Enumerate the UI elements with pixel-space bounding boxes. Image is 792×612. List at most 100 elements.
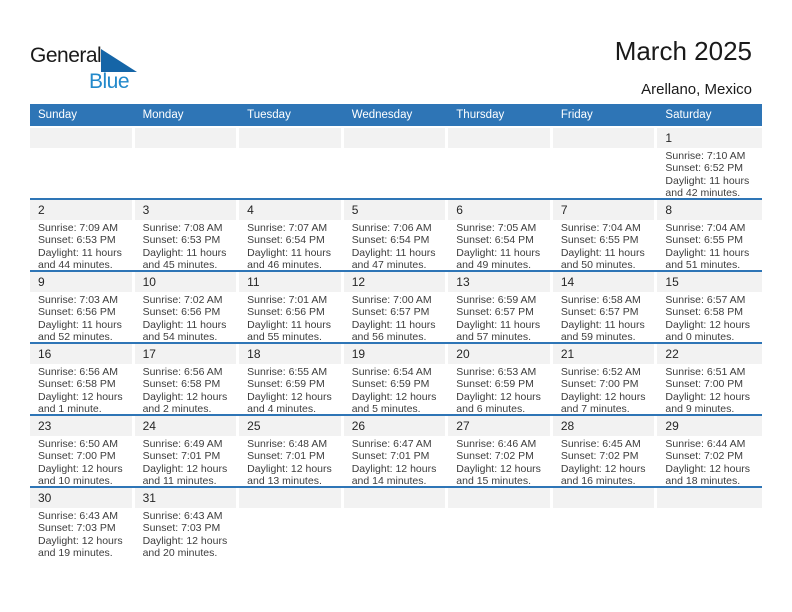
cell-details: Sunrise: 6:48 AM Sunset: 7:01 PM Daylight:… — [239, 436, 344, 486]
day-number: 5 — [343, 200, 449, 220]
weekday-header-saturday: Saturday — [665, 109, 712, 121]
cell-details: Sunrise: 6:57 AM Sunset: 6:58 PM Daylight:… — [657, 292, 762, 342]
cell-line: Sunset: 6:53 PM — [142, 234, 221, 247]
cell-line: Sunset: 6:57 PM — [351, 306, 430, 319]
cell-details: Sunrise: 7:08 AM Sunset: 6:53 PM Daylight:… — [135, 220, 240, 270]
header-titles: March 2025 Arellano, Mexico — [615, 36, 752, 98]
cell-line: and 6 minutes. — [456, 403, 526, 414]
cell-line: Sunrise: 6:49 AM — [142, 438, 223, 450]
cell-line: Daylight: 11 hours — [247, 246, 331, 259]
day-number: 14 — [552, 272, 658, 292]
weekday-header-thursday: Thursday — [456, 109, 505, 121]
cell-line: Sunrise: 7:02 AM — [142, 294, 223, 306]
cell-line: Sunrise: 6:53 AM — [456, 366, 537, 378]
cell-line: and 56 minutes. — [351, 331, 427, 342]
cell-details — [239, 508, 344, 510]
cell-line: and 59 minutes. — [560, 331, 636, 342]
calendar-cell-empty — [448, 128, 553, 198]
cell-line: and 46 minutes. — [247, 259, 322, 270]
calendar-cell-day-7: 7 Sunrise: 7:04 AM Sunset: 6:55 PM Daylight… — [552, 200, 658, 270]
cell-line: and 52 minutes. — [38, 331, 113, 342]
cell-line: Sunset: 6:53 PM — [38, 234, 116, 247]
cell-line: Sunset: 6:56 PM — [142, 306, 221, 319]
calendar-cell-day-6: 6 Sunrise: 7:05 AM Sunset: 6:54 PM Daylight… — [448, 200, 553, 270]
cell-details — [448, 148, 553, 150]
day-number: 28 — [552, 416, 658, 436]
calendar-cell-empty — [30, 128, 135, 198]
week-row: 9 Sunrise: 7:03 AM Sunset: 6:56 PM Daylight… — [30, 270, 762, 342]
cell-details: Sunrise: 7:04 AM Sunset: 6:55 PM Daylight:… — [553, 220, 658, 270]
calendar: Sunday Monday Tuesday Wednesday Thursday Frid… — [30, 104, 762, 558]
cell-details: Sunrise: 7:00 AM Sunset: 6:57 PM Daylight:… — [344, 292, 449, 342]
day-number: 25 — [239, 416, 344, 436]
cell-line: Sunset: 7:02 PM — [665, 450, 744, 463]
cell-line: and 5 minutes. — [351, 403, 421, 414]
cell-line: Daylight: 12 hours — [142, 534, 228, 547]
cell-line: and 45 minutes. — [142, 259, 218, 270]
cell-line: Sunset: 7:00 PM — [665, 378, 744, 391]
calendar-cell-day-2: 2 Sunrise: 7:09 AM Sunset: 6:53 PM Daylight… — [30, 200, 135, 270]
cell-line: Sunset: 7:00 PM — [560, 378, 639, 391]
cell-line: Daylight: 11 hours — [351, 246, 436, 259]
cell-details: Sunrise: 6:56 AM Sunset: 6:58 PM Daylight:… — [30, 364, 135, 414]
cell-line: Daylight: 11 hours — [38, 246, 122, 259]
cell-line: and 51 minutes. — [665, 259, 741, 270]
page-title: March 2025 — [614, 36, 752, 66]
logo-text-general: General — [30, 44, 102, 67]
cell-line: Sunrise: 7:00 AM — [351, 294, 432, 306]
day-number — [30, 128, 135, 148]
cell-line: Sunset: 6:55 PM — [665, 234, 744, 247]
calendar-cell-empty — [134, 128, 240, 198]
cell-line: and 20 minutes. — [142, 547, 218, 558]
cell-line: Sunrise: 6:58 AM — [560, 294, 641, 306]
cell-line: and 10 minutes. — [38, 475, 113, 486]
calendar-cell-empty — [239, 488, 344, 558]
location-subtitle: Arellano, Mexico — [641, 81, 752, 98]
calendar-cell-day-22: 22 Sunrise: 6:51 AM Sunset: 7:00 PM Dayligh… — [657, 344, 762, 414]
cell-line: Sunrise: 6:48 AM — [247, 438, 328, 450]
cell-line: Daylight: 12 hours — [247, 390, 332, 403]
cell-line: Sunrise: 7:10 AM — [665, 150, 746, 162]
cell-details: Sunrise: 6:43 AM Sunset: 7:03 PM Daylight:… — [135, 508, 240, 558]
weekday-header-monday: Monday — [142, 109, 184, 121]
cell-line: Sunset: 7:01 PM — [247, 450, 325, 463]
cell-line: Sunrise: 7:05 AM — [456, 222, 537, 234]
cell-line: Daylight: 11 hours — [456, 318, 541, 331]
cell-line: Sunset: 6:57 PM — [560, 306, 639, 319]
weekday-header-friday: Friday — [560, 109, 593, 121]
cell-line: and 0 minutes. — [665, 331, 735, 342]
week-row: 30 Sunrise: 6:43 AM Sunset: 7:03 PM Dayligh… — [30, 486, 762, 558]
calendar-cell-day-16: 16 Sunrise: 6:56 AM Sunset: 6:58 PM Dayligh… — [30, 344, 135, 414]
cell-line: Sunset: 7:02 PM — [456, 450, 534, 463]
day-number: 21 — [552, 344, 658, 364]
cell-line: and 2 minutes. — [142, 403, 212, 414]
cell-details: Sunrise: 6:49 AM Sunset: 7:01 PM Daylight:… — [135, 436, 240, 486]
cell-line: and 14 minutes. — [351, 475, 427, 486]
cell-line: Daylight: 12 hours — [38, 390, 123, 403]
cell-line: Sunrise: 6:56 AM — [142, 366, 223, 378]
cell-line: Sunset: 6:55 PM — [560, 234, 639, 247]
cell-line: Sunrise: 6:51 AM — [665, 366, 746, 378]
cell-line: Sunset: 6:57 PM — [456, 306, 534, 319]
cell-line: Daylight: 11 hours — [665, 246, 750, 259]
cell-line: Daylight: 12 hours — [38, 462, 123, 475]
cell-line: Daylight: 11 hours — [351, 318, 436, 331]
calendar-cell-day-9: 9 Sunrise: 7:03 AM Sunset: 6:56 PM Daylight… — [30, 272, 135, 342]
cell-line: Sunset: 6:58 PM — [142, 378, 221, 391]
cell-line: Daylight: 12 hours — [665, 390, 751, 403]
day-number: 29 — [657, 416, 762, 436]
day-number: 27 — [448, 416, 553, 436]
cell-line: Daylight: 11 hours — [247, 318, 331, 331]
calendar-cell-day-21: 21 Sunrise: 6:52 AM Sunset: 7:00 PM Dayligh… — [552, 344, 658, 414]
day-number — [448, 488, 553, 508]
cell-line: Daylight: 12 hours — [142, 462, 228, 475]
cell-line: and 42 minutes. — [665, 187, 741, 198]
day-number: 15 — [657, 272, 762, 292]
cell-details: Sunrise: 7:05 AM Sunset: 6:54 PM Daylight:… — [448, 220, 553, 270]
calendar-cell-empty — [552, 128, 658, 198]
cell-line: Sunrise: 6:47 AM — [351, 438, 432, 450]
cell-line: and 9 minutes. — [665, 403, 735, 414]
calendar-cell-day-23: 23 Sunrise: 6:50 AM Sunset: 7:00 PM Dayligh… — [30, 416, 135, 486]
cell-line: Sunrise: 6:55 AM — [247, 366, 328, 378]
calendar-cell-day-14: 14 Sunrise: 6:58 AM Sunset: 6:57 PM Dayligh… — [552, 272, 658, 342]
